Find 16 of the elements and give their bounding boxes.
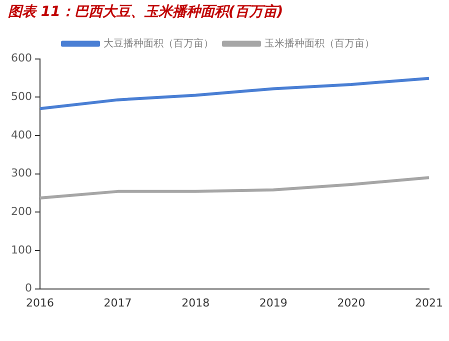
- x-tick-label: 2019: [259, 296, 288, 310]
- y-tick-label: 600: [10, 52, 32, 65]
- y-tick-label: 0: [24, 282, 32, 295]
- y-tick-label: 500: [10, 90, 32, 103]
- chart-title: 图表 11：巴西大豆、玉米播种面积(百万亩): [8, 3, 284, 20]
- x-tick-label: 2018: [182, 296, 210, 310]
- x-tick-label: 2021: [415, 296, 443, 310]
- x-tick-label: 2016: [26, 296, 54, 310]
- y-tick-label: 300: [10, 166, 32, 180]
- x-tick-label: 2020: [337, 296, 366, 310]
- y-tick-label: 400: [10, 128, 32, 142]
- y-tick-label: 200: [10, 204, 32, 218]
- legend-label: 大豆播种面积（百万亩）: [104, 37, 214, 50]
- x-tick-label: 2017: [104, 296, 132, 310]
- legend-label: 玉米播种面积（百万亩）: [264, 37, 374, 50]
- y-tick-label: 100: [10, 243, 32, 256]
